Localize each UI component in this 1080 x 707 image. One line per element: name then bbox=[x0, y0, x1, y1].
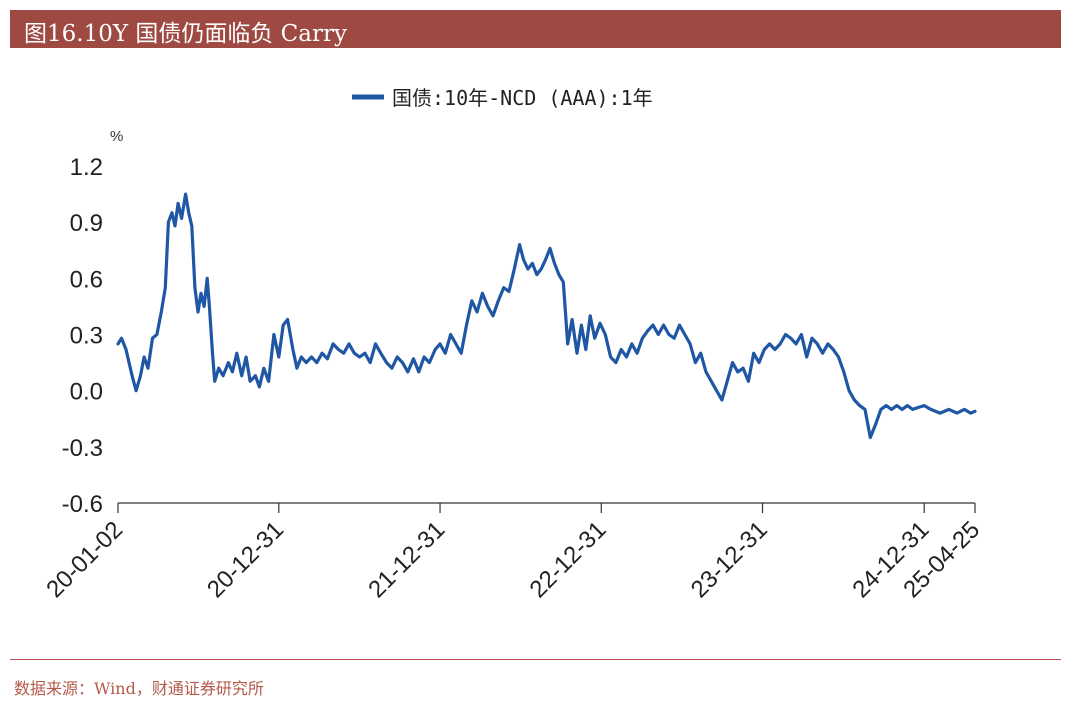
x-tick-label: 21-12-31 bbox=[363, 516, 450, 603]
y-tick-label: 0.6 bbox=[70, 266, 103, 293]
y-axis-unit: % bbox=[110, 128, 123, 145]
footer-divider bbox=[10, 659, 1061, 660]
chart-title-bar: 图16.10Y 国债仍面临负 Carry bbox=[10, 10, 1061, 48]
y-tick-label: 0.0 bbox=[70, 379, 103, 406]
y-tick-label: -0.3 bbox=[62, 435, 103, 462]
line-chart: 国债:10年-NCD (AAA):1年% 1.2 0.9 0.6 0.3 0.0 -0.3 -… bbox=[41, 86, 985, 603]
source-note: 数据来源：Wind，财通证券研究所 bbox=[14, 679, 264, 698]
x-tick-label: 22-12-31 bbox=[524, 516, 611, 603]
series-line bbox=[116, 192, 977, 440]
legend-label: 国债:10年-NCD (AAA):1年 bbox=[392, 86, 653, 110]
y-tick-label: -0.6 bbox=[62, 491, 103, 518]
chart-title: 图16.10Y 国债仍面临负 Carry bbox=[24, 21, 347, 47]
y-tick-label: 0.9 bbox=[70, 210, 103, 237]
x-tick-label: 23-12-31 bbox=[686, 516, 773, 603]
x-tick-label: 20-01-02 bbox=[41, 516, 128, 603]
y-tick-label: 1.2 bbox=[70, 154, 103, 181]
x-tick-label: 20-12-31 bbox=[202, 516, 289, 603]
y-tick-label: 0.3 bbox=[70, 323, 103, 350]
